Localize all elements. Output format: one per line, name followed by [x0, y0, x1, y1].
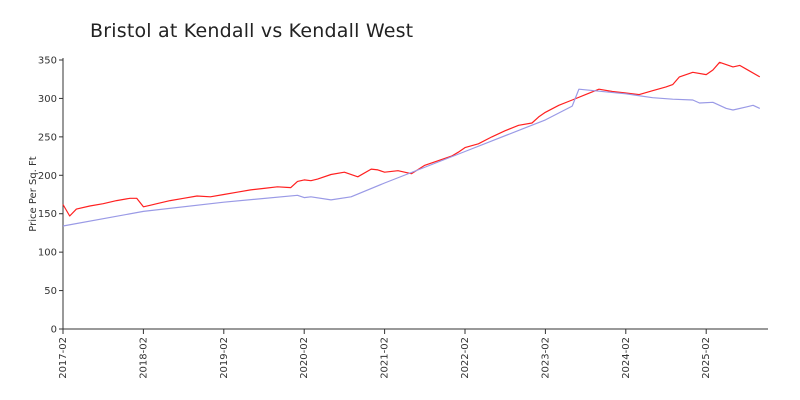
x-tick-label: 2022-02	[460, 337, 471, 379]
series-line-2	[62, 88, 761, 227]
chart-title: Bristol at Kendall vs Kendall West	[90, 20, 414, 42]
x-tick-label: 2017-02	[58, 337, 69, 379]
x-tick-label: 2024-02	[621, 337, 632, 379]
x-tick-label: 2025-02	[701, 337, 712, 379]
y-tick-label: 350	[38, 56, 57, 67]
x-tick-label: 2018-02	[138, 337, 149, 379]
y-tick-label: 100	[38, 248, 57, 259]
x-tick-label: 2020-02	[299, 337, 310, 379]
series-line-1	[62, 61, 761, 217]
y-tick-label: 200	[38, 171, 57, 182]
series-lines	[62, 61, 761, 227]
y-tick-label: 50	[44, 286, 57, 297]
y-axis-label: Price Per Sq. Ft	[28, 156, 39, 231]
y-tick-label: 150	[38, 209, 57, 220]
x-tick-label: 2021-02	[380, 337, 391, 379]
axes: 0 50 100 150 200 250 300 350 2017-02 2018-02 2019-…	[38, 56, 768, 379]
x-tick-label: 2023-02	[540, 337, 551, 379]
y-tick-label: 250	[38, 132, 57, 143]
y-tick-label: 0	[51, 325, 57, 336]
x-tick-label: 2019-02	[219, 337, 230, 379]
y-tick-label: 300	[38, 94, 57, 105]
